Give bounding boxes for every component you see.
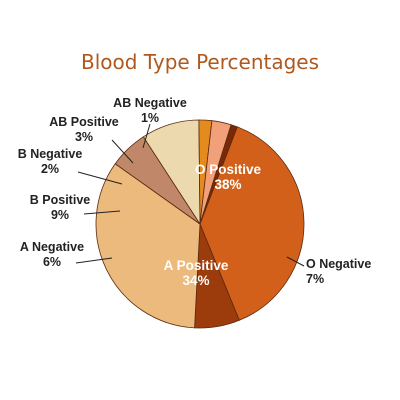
pie-slice-ab-negative [199, 124, 238, 225]
chart-title: Blood Type Percentages [80, 50, 320, 74]
slice-label-b-positive: B Positive 9% [30, 193, 90, 222]
slice-label-a-negative: A Negative 6% [20, 240, 84, 269]
slice-label-o-positive: O Positive 38% [195, 162, 262, 192]
slice-label-b-negative: B Negative 2% [18, 147, 83, 176]
leader-line-o-negative [286, 256, 305, 267]
pie-slice-o-positive [199, 126, 305, 321]
leader-line-b-positive [83, 210, 121, 215]
leader-line-b-negative [77, 171, 123, 185]
slice-label-o-negative: O Negative 7% [306, 257, 371, 286]
leader-line-ab-positive [111, 139, 134, 164]
slice-label-ab-positive: AB Positive 3% [49, 115, 119, 144]
leader-line-a-negative [75, 257, 113, 264]
slice-label-a-positive: A Positive 34% [164, 258, 229, 288]
pie-slice-a-positive [95, 163, 201, 329]
leader-line-ab-negative [142, 123, 151, 149]
slice-label-ab-negative: AB Negative 1% [113, 96, 187, 125]
